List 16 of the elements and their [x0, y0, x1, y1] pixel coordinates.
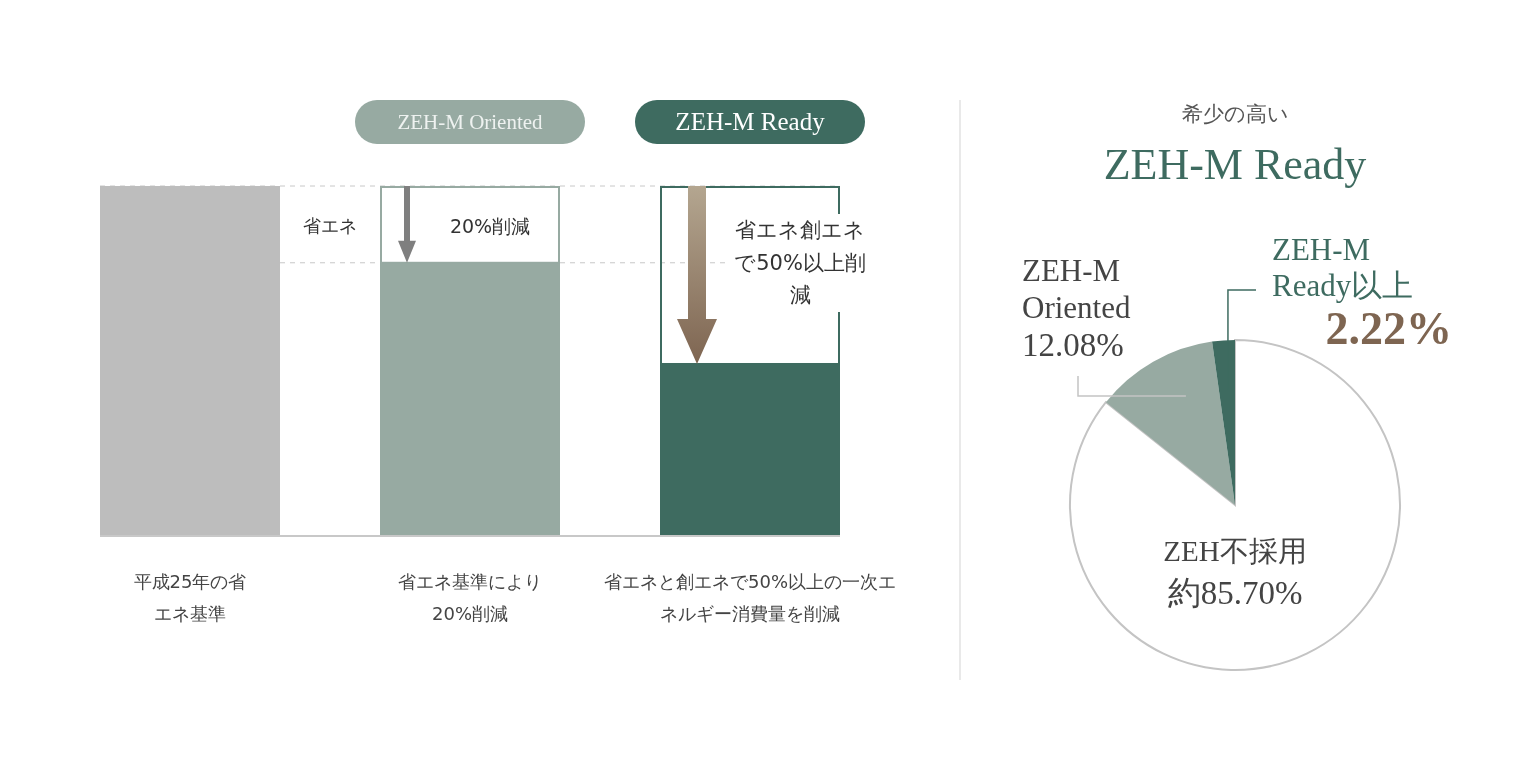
chart-title: ZEH-M Ready [1102, 139, 1368, 191]
annotation: 省エネ [302, 214, 358, 238]
data-label: 約85.70% [1166, 574, 1304, 614]
x-tick-label: 省エネと創エネで50%以上の一次エネルギー消費量を削減 [603, 570, 897, 626]
annotation: 省エネ創エネで50%以上削減 [725, 214, 875, 312]
slice-label: ZEH-M Oriented [1022, 252, 1132, 327]
chart-subtitle: 希少の高い [1180, 101, 1290, 128]
slice-label: ZEH不採用 [1162, 534, 1308, 569]
text: ZEH-M Oriented [355, 100, 585, 144]
slice-label: ZEH-M Ready以上 [1272, 232, 1415, 304]
data-label: 12.08% [1022, 326, 1125, 366]
x-tick-label: 省エネ基準により20%削減 [397, 570, 543, 626]
data-label: 2.22% [1324, 303, 1452, 357]
x-tick-label: 平成25年の省エネ基準 [132, 570, 248, 626]
annotation: 20%削減 [448, 214, 532, 239]
text: ZEH-M Ready [635, 100, 865, 144]
